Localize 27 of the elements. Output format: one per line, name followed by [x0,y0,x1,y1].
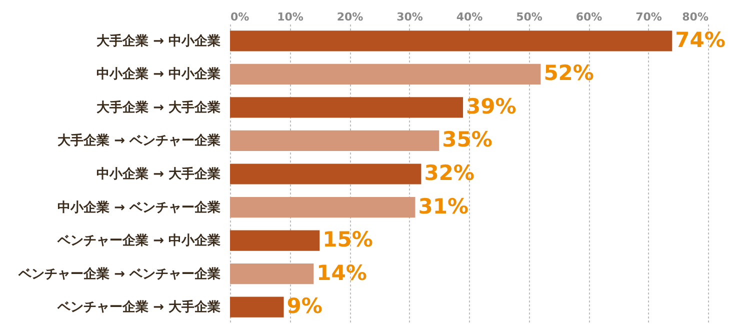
x-tick-label: 50% [516,10,542,24]
x-tick-label: 80% [682,10,708,24]
y-tick-label: 中小企業 → 大手企業 [96,166,220,182]
x-tick-label: 30% [396,10,423,24]
data-label: 31% [418,194,468,218]
x-tick-label: 10% [277,10,304,24]
data-label: 39% [466,94,516,118]
y-tick-label: ベンチャー企業 → 中小企業 [56,234,220,249]
y-tick-label: 中小企業 → ベンチャー企業 [58,200,220,216]
y-tick-label: 大手企業 → 大手企業 [96,99,220,116]
y-tick-label: 大手企業 → ベンチャー企業 [58,132,220,149]
data-label: 32% [424,161,474,185]
x-tick-label: 70% [636,10,662,24]
y-tick-label: 大手企業 → 中小企業 [96,32,220,49]
data-label: 9% [286,294,322,318]
data-label: 35% [442,128,492,152]
x-tick-label: 40% [456,10,483,24]
y-tick-label: ベンチャー企業 → 大手企業 [56,299,220,316]
data-label: 15% [322,228,373,252]
data-label: 14% [316,260,367,285]
data-label: 52% [544,61,594,86]
x-tick-label: 0% [230,10,250,24]
y-tick-label: 中小企業 → 中小企業 [96,67,220,82]
x-tick-label: 20% [336,10,364,24]
x-tick-label: 60% [576,10,602,24]
y-tick-label: ベンチャー企業 → ベンチャー企業 [18,266,220,282]
data-label: 74% [675,28,726,52]
